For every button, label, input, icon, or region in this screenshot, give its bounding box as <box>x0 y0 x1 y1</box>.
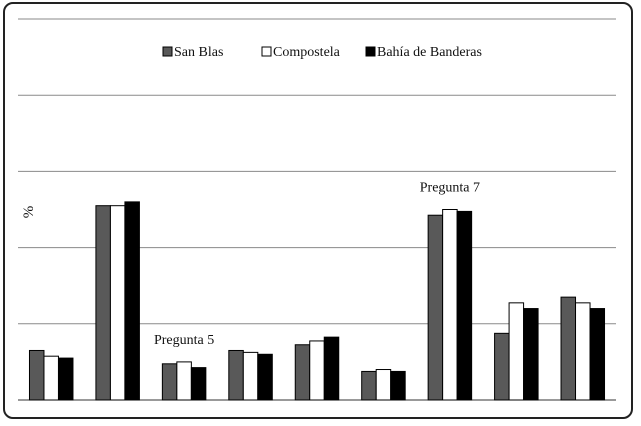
bar <box>390 370 406 401</box>
bar <box>294 344 311 401</box>
legend-label: Bahía de Banderas <box>377 45 482 60</box>
bar <box>242 351 259 401</box>
bar <box>323 336 340 401</box>
legend-swatch <box>365 46 376 57</box>
legend-label: Compostela <box>273 45 341 60</box>
legend-label: San Blas <box>174 45 223 60</box>
bar <box>560 296 577 401</box>
annotation-label: Pregunta 7 <box>420 181 480 196</box>
bar <box>442 209 458 401</box>
bar <box>124 201 140 401</box>
bar <box>28 349 45 401</box>
annotation-label: Pregunta 5 <box>154 333 214 348</box>
bar <box>109 205 126 401</box>
bar <box>161 363 178 401</box>
bars <box>28 201 606 401</box>
legend-item: San Blas <box>162 45 223 60</box>
bar <box>176 361 192 401</box>
bar <box>589 308 606 401</box>
bar <box>427 214 444 401</box>
legend-swatch <box>261 46 272 57</box>
bar <box>257 353 273 401</box>
bar <box>95 205 111 401</box>
y-axis-title: % <box>21 206 37 219</box>
bar <box>523 308 539 401</box>
bar <box>228 349 244 401</box>
bar <box>508 302 525 401</box>
legend-swatch <box>162 46 173 57</box>
bar <box>575 302 591 401</box>
bar <box>375 369 392 401</box>
legend: San Blas Compostela Bahía de Banderas <box>162 45 482 60</box>
legend-item: Compostela <box>261 45 341 60</box>
annotations: Pregunta 5 Pregunta 7 <box>154 181 480 348</box>
bar <box>361 370 377 401</box>
bar <box>43 355 59 401</box>
bar <box>309 340 325 401</box>
bar <box>57 357 74 401</box>
bar <box>190 367 207 401</box>
legend-item: Bahía de Banderas <box>365 45 482 60</box>
bar <box>456 210 473 401</box>
bar <box>494 332 510 401</box>
